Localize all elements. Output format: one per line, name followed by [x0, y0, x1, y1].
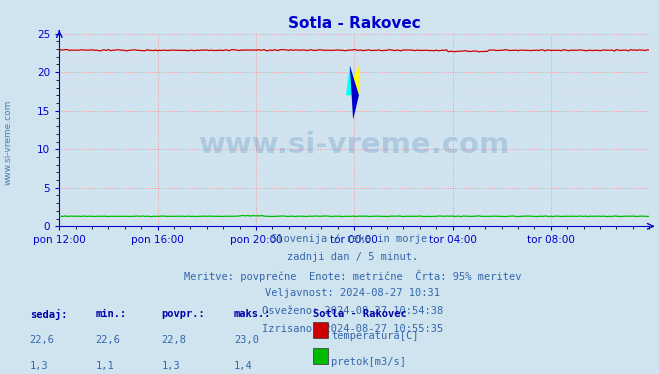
Text: povpr.:: povpr.:: [161, 309, 205, 319]
Text: temperatura[C]: temperatura[C]: [331, 331, 419, 341]
Text: maks.:: maks.:: [234, 309, 272, 319]
Text: www.si-vreme.com: www.si-vreme.com: [198, 131, 510, 159]
Text: Sotla - Rakovec: Sotla - Rakovec: [313, 309, 407, 319]
Polygon shape: [350, 65, 359, 120]
Polygon shape: [346, 65, 359, 95]
Text: Izrisano: 2024-08-27 10:55:35: Izrisano: 2024-08-27 10:55:35: [262, 324, 444, 334]
Text: min.:: min.:: [96, 309, 127, 319]
Text: 1,1: 1,1: [96, 361, 114, 371]
Text: 22,6: 22,6: [30, 335, 55, 345]
Text: pretok[m3/s]: pretok[m3/s]: [331, 357, 407, 367]
Text: Osveženo: 2024-08-27 10:54:38: Osveženo: 2024-08-27 10:54:38: [262, 306, 444, 316]
Text: zadnji dan / 5 minut.: zadnji dan / 5 minut.: [287, 252, 418, 262]
Text: Slovenija / reke in morje.: Slovenija / reke in morje.: [272, 234, 434, 244]
Text: Veljavnost: 2024-08-27 10:31: Veljavnost: 2024-08-27 10:31: [265, 288, 440, 298]
Polygon shape: [346, 65, 359, 95]
Text: 1,3: 1,3: [30, 361, 48, 371]
Text: 22,8: 22,8: [161, 335, 186, 345]
Text: 22,6: 22,6: [96, 335, 121, 345]
Text: 1,3: 1,3: [161, 361, 180, 371]
Text: Meritve: povprečne  Enote: metrične  Črta: 95% meritev: Meritve: povprečne Enote: metrične Črta:…: [184, 270, 521, 282]
Text: www.si-vreme.com: www.si-vreme.com: [3, 99, 13, 185]
Text: 1,4: 1,4: [234, 361, 252, 371]
Title: Sotla - Rakovec: Sotla - Rakovec: [288, 16, 420, 31]
Text: 23,0: 23,0: [234, 335, 259, 345]
Text: sedaj:: sedaj:: [30, 309, 67, 319]
